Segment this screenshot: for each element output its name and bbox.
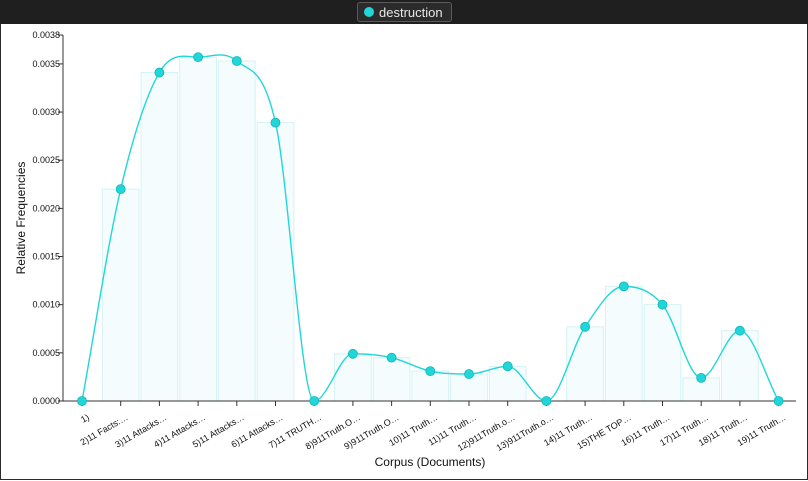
bar-3 <box>140 72 179 402</box>
bar-6 <box>256 122 295 402</box>
y-tick-label: 0.0038 <box>32 30 60 40</box>
data-point-13[interactable] <box>541 396 552 406</box>
bar-15 <box>604 285 643 402</box>
data-point-14[interactable] <box>580 321 590 332</box>
data-point-7[interactable] <box>309 396 320 406</box>
bar-9 <box>372 357 411 402</box>
point-layer <box>77 52 784 406</box>
bar-2 <box>101 188 140 402</box>
legend-item-destruction[interactable]: destruction <box>357 2 452 22</box>
data-point-16[interactable] <box>657 299 668 310</box>
y-tick-label: 0.0010 <box>32 300 60 310</box>
bar-layer <box>101 56 759 402</box>
bar-18 <box>721 330 759 402</box>
bar-4 <box>179 56 217 402</box>
bar-12 <box>488 365 527 402</box>
y-tick-label: 0.0020 <box>32 203 60 213</box>
x-tick-label: 1) <box>79 412 91 425</box>
bar-5 <box>217 60 256 402</box>
bar-16 <box>643 304 682 402</box>
data-point-1[interactable] <box>77 396 87 406</box>
x-axis-title: Corpus (Documents) <box>375 455 486 469</box>
data-point-15[interactable] <box>618 281 629 292</box>
y-tick-label: 0.0000 <box>32 396 60 406</box>
data-point-11[interactable] <box>464 369 474 379</box>
data-point-8[interactable] <box>347 348 358 359</box>
data-point-3[interactable] <box>154 67 165 78</box>
y-axis: 0.0000 0.0005 0.0010 0.0015 0.0020 0.0025 0.00… <box>32 30 64 406</box>
data-point-17[interactable] <box>696 372 707 383</box>
y-tick-label: 0.0035 <box>32 59 60 69</box>
data-point-2[interactable] <box>115 184 126 195</box>
y-tick-label: 0.0015 <box>32 252 60 262</box>
top-toolbar: destruction <box>0 0 808 24</box>
data-point-6[interactable] <box>270 117 281 128</box>
x-axis: 1)2)11 Facts:…3)11 Attacks…4)11 Attacks…… <box>63 400 796 453</box>
data-point-12[interactable] <box>502 361 513 372</box>
y-tick-label: 0.0025 <box>32 155 60 165</box>
bar-8 <box>334 353 372 402</box>
bar-14 <box>566 326 604 402</box>
legend-label: destruction <box>379 4 443 20</box>
y-tick-label: 0.0005 <box>32 348 60 358</box>
data-point-18[interactable] <box>735 325 745 336</box>
y-tick-label: 0.0030 <box>32 107 60 117</box>
data-point-4[interactable] <box>193 52 204 63</box>
y-axis-title: Relative Frequencies <box>14 162 28 275</box>
data-point-9[interactable] <box>386 352 397 363</box>
data-point-19[interactable] <box>773 396 784 406</box>
data-point-10[interactable] <box>425 366 436 377</box>
legend-swatch-icon <box>364 7 374 17</box>
data-point-5[interactable] <box>231 56 242 66</box>
